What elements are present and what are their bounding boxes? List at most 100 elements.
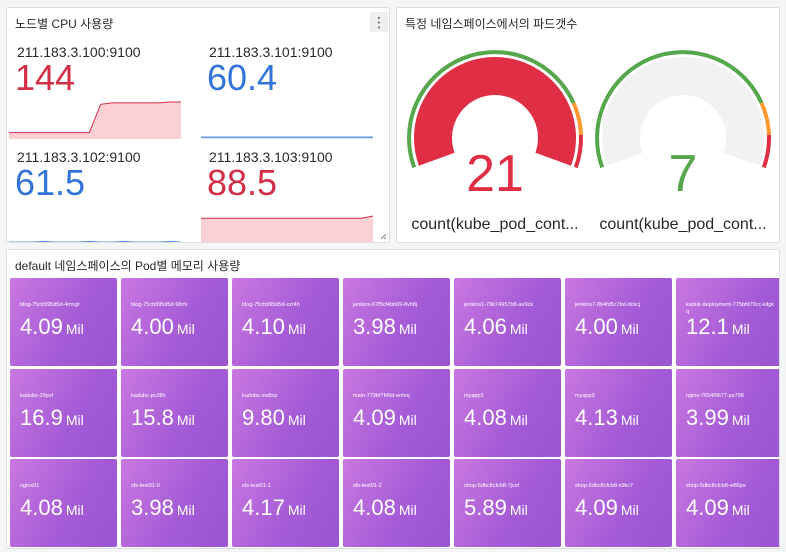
memory-unit: Mil bbox=[731, 502, 750, 518]
memory-unit: Mil bbox=[398, 321, 417, 337]
pod-memory-value: 5.89 Mil bbox=[464, 495, 528, 521]
memory-number: 3.99 bbox=[686, 405, 729, 430]
pod-name: shop-5dbc8cfcb8-7jcxf bbox=[464, 483, 520, 489]
pod-memory-tile[interactable]: kadubs-29pvf 16.9 Mil bbox=[10, 369, 117, 457]
stat-value: 144 bbox=[15, 57, 76, 98]
pod-count-gauge-0: 21 count(kube_pod_cont... bbox=[405, 48, 585, 238]
pod-memory-tile[interactable]: nginx01 4.08 Mil bbox=[10, 459, 117, 547]
pod-memory-value: 3.99 Mil bbox=[686, 405, 750, 431]
memory-unit: Mil bbox=[509, 412, 528, 428]
pod-name: blog-75cb995d5d-4msgt bbox=[20, 302, 80, 308]
threshold-red bbox=[573, 134, 583, 169]
gauge-value: 7 bbox=[668, 145, 698, 203]
pod-memory-value: 4.09 Mil bbox=[686, 495, 750, 521]
memory-number: 4.13 bbox=[575, 405, 618, 430]
memory-number: 15.8 bbox=[131, 405, 174, 430]
memory-number: 4.08 bbox=[20, 495, 63, 520]
memory-number: 3.98 bbox=[353, 314, 396, 339]
pod-memory-tile[interactable]: nginx-7654f9677-ps798 3.99 Mil bbox=[676, 369, 779, 457]
panel-title: 특정 네임스페이스에서의 파드갯수 bbox=[405, 17, 578, 31]
stat-value: 88.5 bbox=[207, 162, 278, 203]
sparkline-area bbox=[9, 102, 181, 139]
gauge-track bbox=[602, 57, 764, 166]
pod-memory-tile[interactable]: shop-5dbc8cfcb8-w86ps 4.09 Mil bbox=[676, 459, 779, 547]
cpu-stat-1: 211.183.3.101:9100 60.4 bbox=[199, 38, 379, 141]
pod-memory-tile[interactable]: main-779bf7fd9d-enhnj 4.09 Mil bbox=[343, 369, 450, 457]
pod-memory-tile[interactable]: jenkins7-8b4fd5c7bd-dckcj 4.00 Mil bbox=[565, 278, 672, 366]
sparkline bbox=[201, 215, 373, 242]
memory-unit: Mil bbox=[731, 321, 750, 337]
pod-memory-value: 4.09 Mil bbox=[575, 495, 639, 521]
memory-unit: Mil bbox=[398, 502, 417, 518]
sparkline bbox=[201, 136, 373, 139]
memory-unit: Mil bbox=[398, 412, 417, 428]
pod-memory-tile[interactable]: blog-75cb995d5d-98rfv 4.00 Mil bbox=[121, 278, 228, 366]
pod-memory-value: 4.08 Mil bbox=[20, 495, 84, 521]
cpu-stat-2: 211.183.3.102:9100 61.5 bbox=[7, 143, 187, 242]
panel-title: 노드별 CPU 사용량 bbox=[15, 17, 114, 31]
memory-unit: Mil bbox=[176, 502, 195, 518]
sparkline-line bbox=[9, 101, 181, 134]
pod-memory-value: 3.98 Mil bbox=[131, 495, 195, 521]
pod-name: shop-5dbc8cfcb8-w86ps bbox=[686, 483, 746, 489]
pod-memory-tile[interactable]: sfs-test01-0 3.98 Mil bbox=[121, 459, 228, 547]
memory-number: 9.80 bbox=[242, 405, 285, 430]
pod-memory-value: 4.13 Mil bbox=[575, 405, 639, 431]
memory-number: 4.10 bbox=[242, 314, 285, 339]
threshold-red bbox=[761, 134, 771, 169]
stat-label: 211.183.3.102:9100 bbox=[17, 149, 141, 165]
sparkline bbox=[9, 101, 181, 139]
pod-name: nginx-7654f9677-ps798 bbox=[686, 393, 744, 399]
panel-menu-icon[interactable]: ⋮ bbox=[370, 12, 388, 32]
pod-memory-tile[interactable]: jenkins1-79b74957b8-ae9ck 4.06 Mil bbox=[454, 278, 561, 366]
threshold-orange bbox=[759, 102, 771, 136]
pod-memory-value: 4.06 Mil bbox=[464, 314, 528, 340]
memory-number: 4.09 bbox=[20, 314, 63, 339]
memory-number: 4.09 bbox=[575, 495, 618, 520]
threshold-green bbox=[595, 50, 764, 169]
pod-name: kadubs-pc28h bbox=[131, 393, 166, 399]
pod-memory-value: 3.98 Mil bbox=[353, 314, 417, 340]
pod-memory-value: 15.8 Mil bbox=[131, 405, 195, 431]
pod-memory-panel: default 네임스페이스의 Pod별 메모리 사용량 blog-75cb99… bbox=[6, 249, 780, 549]
memory-unit: Mil bbox=[620, 502, 639, 518]
resize-handle-icon[interactable] bbox=[379, 232, 387, 240]
pod-memory-tile[interactable]: myapp1 4.08 Mil bbox=[454, 369, 561, 457]
pod-memory-tile[interactable]: blog-75cb995d5d-4msgt 4.09 Mil bbox=[10, 278, 117, 366]
pod-memory-tile[interactable]: shop-5dbc8cfcb8-7jcxf 5.89 Mil bbox=[454, 459, 561, 547]
pod-name: jenkins7-8b4fd5c7bd-dckcj bbox=[575, 302, 641, 308]
memory-number: 5.89 bbox=[464, 495, 507, 520]
memory-unit: Mil bbox=[176, 412, 195, 428]
memory-number: 4.09 bbox=[353, 405, 396, 430]
pod-name: sfs-test01-2 bbox=[353, 483, 382, 489]
memory-number: 3.98 bbox=[131, 495, 174, 520]
pod-memory-tile[interactable]: jenkins-67f5cf4bb69-8vh8j 3.98 Mil bbox=[343, 278, 450, 366]
pod-memory-tile[interactable]: myapp3 4.13 Mil bbox=[565, 369, 672, 457]
sparkline-line bbox=[9, 241, 181, 242]
pod-memory-tile[interactable]: kadubs-zw8np 9.80 Mil bbox=[232, 369, 339, 457]
sparkline bbox=[9, 241, 181, 242]
memory-unit: Mil bbox=[287, 321, 306, 337]
pod-memory-value: 12.1 Mil bbox=[686, 314, 750, 340]
memory-number: 4.17 bbox=[242, 495, 285, 520]
memory-unit: Mil bbox=[620, 321, 639, 337]
pod-memory-tile[interactable]: kadubs-pc28h 15.8 Mil bbox=[121, 369, 228, 457]
gauge-arc bbox=[407, 50, 583, 169]
memory-number: 4.09 bbox=[686, 495, 729, 520]
memory-unit: Mil bbox=[509, 321, 528, 337]
pod-name: nginx01 bbox=[20, 483, 40, 489]
pod-memory-tile[interactable]: sfs-test01-2 4.08 Mil bbox=[343, 459, 450, 547]
pod-memory-tile[interactable]: shop-5dbc8cfcb8-x9kc7 4.09 Mil bbox=[565, 459, 672, 547]
pod-name: sfs-test01-1 bbox=[242, 483, 271, 489]
pod-memory-tile[interactable]: sfs-test01-1 4.17 Mil bbox=[232, 459, 339, 547]
stat-label: 211.183.3.103:9100 bbox=[209, 149, 333, 165]
pod-memory-tile[interactable]: kaduk-deployment-775bfd79cc-kilgkq 12.1 Mi… bbox=[676, 278, 779, 366]
pod-name: kadubs-29pvf bbox=[20, 393, 54, 399]
gauge-fill bbox=[414, 57, 576, 166]
cpu-stat-0: 211.183.3.100:9100 144 bbox=[7, 38, 187, 141]
gauge-label: count(kube_pod_cont... bbox=[599, 216, 767, 233]
pod-memory-value: 4.08 Mil bbox=[464, 405, 528, 431]
pod-memory-value: 4.10 Mil bbox=[242, 314, 306, 340]
pod-name: kaduk-deployment-775bfd79cc-kilgkq bbox=[686, 302, 775, 315]
pod-memory-tile[interactable]: blog-75cb995d5d-xzr4h 4.10 Mil bbox=[232, 278, 339, 366]
